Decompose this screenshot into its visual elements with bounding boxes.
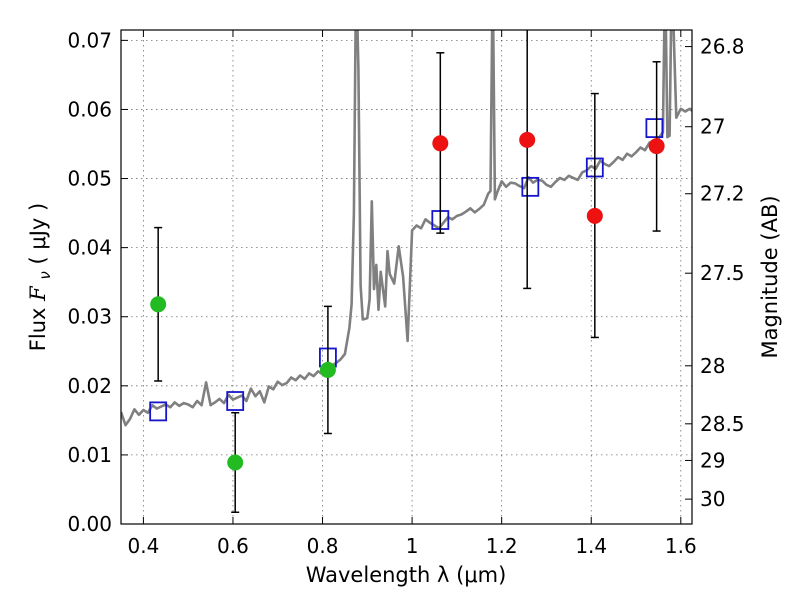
x-axis-label: Wavelength λ (μm): [306, 563, 507, 587]
red-data-point: [586, 207, 603, 224]
red-data-point: [519, 131, 536, 148]
x-tick-label: 1.6: [665, 534, 697, 558]
y-axis-label-variable: F: [26, 285, 50, 302]
y-tick-label: 0.05: [67, 167, 112, 191]
y2-tick-label: 27.2: [700, 182, 745, 206]
green-data-point: [150, 296, 167, 313]
y-axis-label-suffix: ( μJy ): [26, 203, 50, 265]
x-tick-label: 1.4: [575, 534, 607, 558]
green-data-point: [319, 361, 336, 378]
plot-area: [121, 30, 692, 514]
y2-tick-label: 27: [700, 115, 725, 139]
x-tick-label: 1: [406, 534, 419, 558]
y2-axis-label: Magnitude (AB): [758, 195, 782, 358]
y-axis-label: Flux F ν ( μJy ): [26, 203, 55, 351]
y-tick-label: 0.07: [67, 28, 112, 52]
model-photometry-box: [149, 401, 168, 422]
green-data-point: [227, 454, 244, 471]
x-tick-label: 0.8: [307, 534, 339, 558]
y-tick-label: 0.03: [67, 305, 112, 329]
x-tick-label: 1.2: [486, 534, 518, 558]
y-tick-label: 0.04: [67, 236, 112, 260]
y2-tick-label: 28.5: [700, 412, 745, 436]
y-tick-label: 0.02: [67, 374, 112, 398]
y2-tick-label: 27.5: [700, 261, 745, 285]
y-axis-label-subscript: ν: [36, 271, 54, 279]
x-tick-label: 0.4: [127, 534, 159, 558]
y2-tick-label: 28: [700, 354, 725, 378]
plot-frame: [120, 29, 693, 525]
y-tick-label: 0.00: [67, 512, 112, 536]
y-tick-label: 0.01: [67, 443, 112, 467]
x-tick-label: 0.6: [217, 534, 249, 558]
y2-tick-label: 26.8: [700, 35, 745, 59]
red-data-point: [432, 135, 449, 152]
model-photometry-box: [226, 391, 245, 411]
y-axis-label-prefix: Flux: [26, 301, 50, 351]
y2-tick-label: 29: [700, 448, 725, 472]
model-photometry-box: [521, 176, 540, 197]
model-photometry-box: [645, 118, 664, 139]
grid-lines: [121, 30, 692, 525]
model-spectrum-line: [121, 30, 692, 427]
red-data-point: [648, 138, 665, 155]
y2-tick-label: 30: [700, 487, 725, 511]
axis-ticks: 0.4 0.6 0.8 1 1.2 1.4 1.6 0.00 0.01 0.02 0.03 0.04 0…: [67, 28, 744, 558]
y-tick-label: 0.06: [67, 97, 112, 121]
